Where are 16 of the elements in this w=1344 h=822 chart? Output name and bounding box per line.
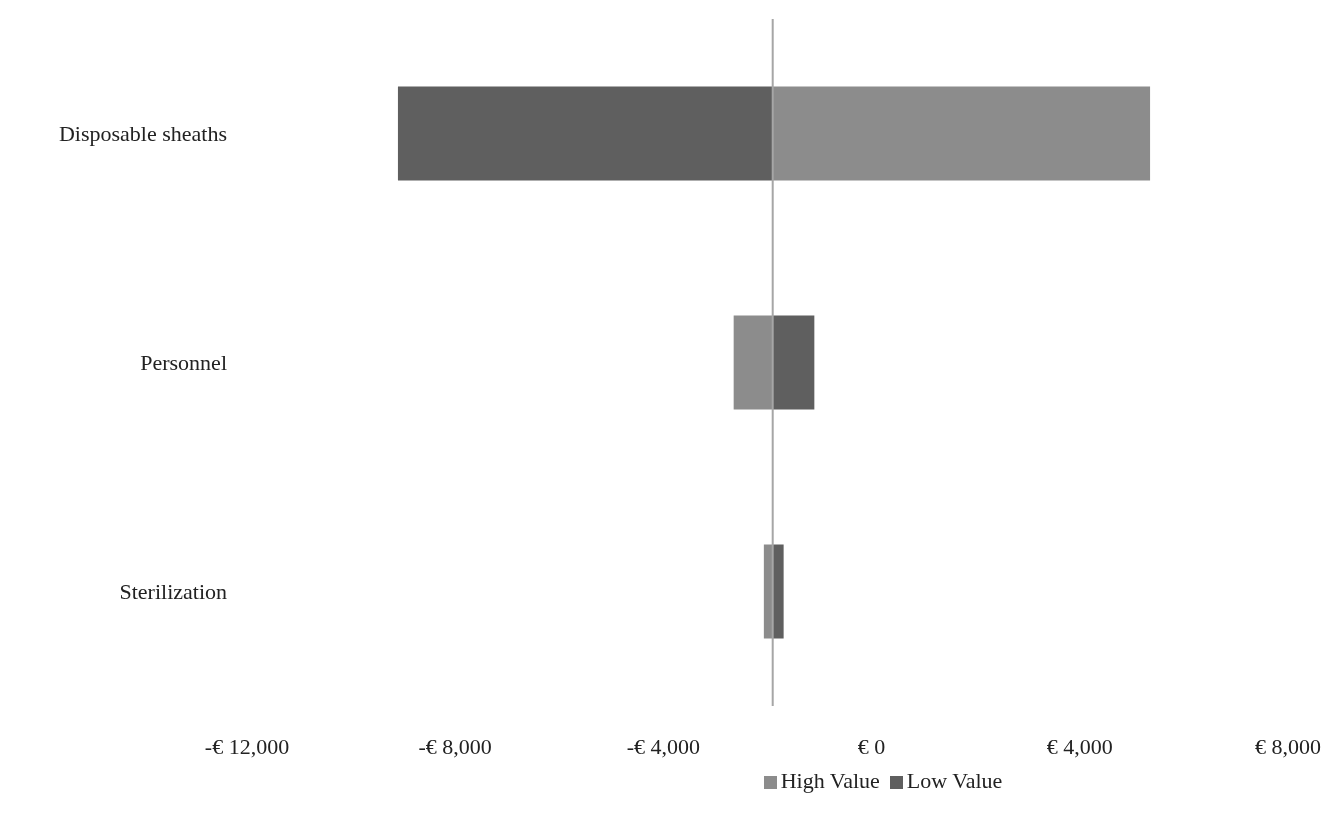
bar xyxy=(397,86,773,181)
legend-label: High Value xyxy=(780,768,880,793)
x-tick-label: € 4,000 xyxy=(1046,733,1113,759)
x-tick-label: -€ 12,000 xyxy=(204,733,290,759)
bar xyxy=(733,315,773,410)
bar xyxy=(772,544,784,639)
y-tick-label: Personnel xyxy=(140,350,227,376)
legend-label: Low Value xyxy=(906,768,1003,793)
x-tick-label: -€ 8,000 xyxy=(418,733,492,759)
bar xyxy=(772,86,1151,181)
y-tick-label: Sterilization xyxy=(119,579,227,605)
x-tick-label: € 8,000 xyxy=(1255,733,1321,759)
x-tick-label: -€ 4,000 xyxy=(626,733,701,759)
bar xyxy=(772,315,815,410)
x-tick-label: € 0 xyxy=(857,733,886,759)
y-tick-label: Disposable sheaths xyxy=(58,121,227,147)
